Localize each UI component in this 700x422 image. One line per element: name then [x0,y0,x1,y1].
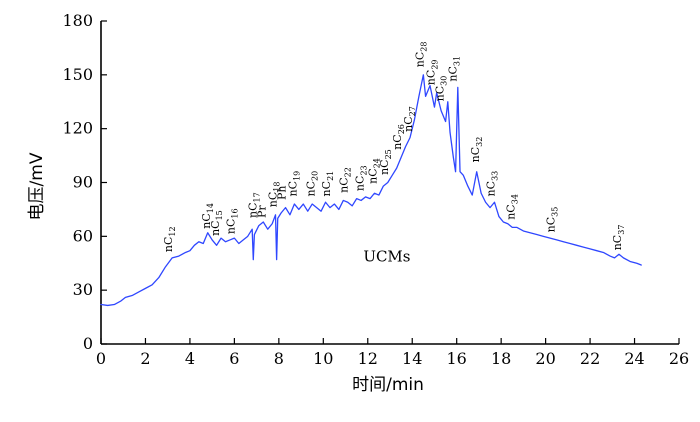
series-line [100,74,642,307]
x-tick-label: 12 [358,349,378,368]
peak-label: Ph [276,186,289,201]
peak-label: nC32 [469,137,484,163]
peak-label: nC20 [304,171,319,197]
x-tick-label: 24 [624,349,644,368]
x-tick-label: 20 [535,349,555,368]
peak-label: nC34 [504,194,519,220]
y-tick-label: 120 [62,119,93,138]
y-tick-label: 0 [83,334,93,353]
annotation-ucms: UCMs [363,247,410,265]
peak-label: nC22 [338,167,353,193]
peak-label: nC30 [433,76,448,102]
x-tick-label: 8 [274,349,284,368]
peak-label: nC18 [267,182,282,208]
x-tick-label: 18 [491,349,511,368]
peak-label: nC28 [413,42,428,68]
x-tick-label: 22 [580,349,600,368]
x-tick-label: 10 [313,349,333,368]
series-layer [100,74,642,307]
peak-label: nC24 [367,158,382,184]
peak-label: nC21 [320,171,335,197]
peak-label: nC19 [287,171,302,197]
peak-label: nC37 [611,225,626,251]
peak-label: nC25 [378,149,393,175]
peak-label: nC16 [224,208,239,234]
peak-label: nC12 [162,226,177,252]
peak-label: nC23 [353,165,368,191]
y-axis-title: 电压/mV [27,152,47,220]
peak-label: nC29 [424,59,439,85]
y-tick-label: 180 [62,11,93,30]
x-tick-label: 26 [669,349,689,368]
y-tick-label: 30 [73,280,93,299]
peak-label: nC15 [209,210,224,236]
x-axis-title: 时间/min [352,375,424,395]
peak-label: nC27 [402,106,417,132]
x-tick-label: 0 [96,349,106,368]
x-tick-label: 16 [447,349,467,368]
peak-label: Pr [256,205,269,218]
x-tick-label: 14 [402,349,422,368]
peak-label: nC14 [200,203,215,229]
peak-label: nC26 [391,124,406,150]
peak-label: nC33 [484,171,499,197]
peak-label: nC31 [447,56,462,82]
x-tick-label: 4 [185,349,195,368]
y-tick-label: 60 [73,226,93,245]
y-tick-label: 90 [73,173,93,192]
y-tick-label: 150 [62,65,93,84]
x-tick-label: 2 [140,349,150,368]
x-tick-label: 6 [229,349,239,368]
peak-label: nC17 [247,192,262,218]
peak-label: nC35 [545,207,560,233]
